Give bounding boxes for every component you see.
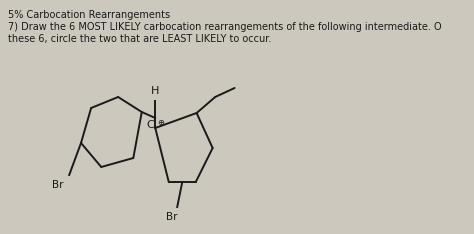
Text: ⊕: ⊕ [157, 118, 164, 127]
Text: 5% Carbocation Rearrangements: 5% Carbocation Rearrangements [9, 10, 171, 20]
Text: Br: Br [52, 180, 64, 190]
Text: Br: Br [166, 212, 178, 222]
Text: H: H [151, 86, 159, 96]
Text: these 6, circle the two that are LEAST LIKELY to occur.: these 6, circle the two that are LEAST L… [9, 34, 272, 44]
Text: C: C [146, 120, 155, 130]
Text: 7) Draw the 6 MOST LIKELY carbocation rearrangements of the following intermedia: 7) Draw the 6 MOST LIKELY carbocation re… [9, 22, 442, 32]
